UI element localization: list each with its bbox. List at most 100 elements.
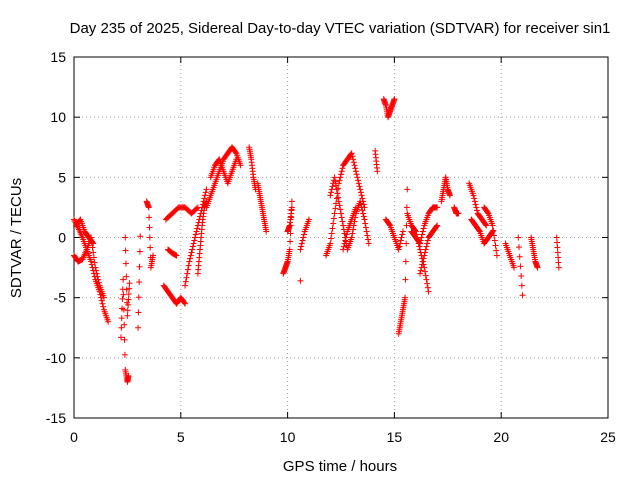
data-point: [516, 253, 523, 260]
data-point: [194, 225, 201, 232]
data-point: [333, 186, 340, 193]
data-point: [386, 221, 393, 228]
data-point: [99, 300, 106, 307]
data-point: [361, 216, 368, 223]
data-point: [335, 198, 342, 205]
data-point: [418, 264, 425, 271]
data-point: [122, 247, 129, 254]
data-point: [482, 221, 489, 228]
data-point: [125, 296, 132, 303]
data-point: [340, 246, 347, 253]
data-point: [395, 246, 402, 253]
data-point: [187, 252, 194, 259]
data-point: [340, 243, 347, 250]
data-point: [357, 201, 364, 208]
data-point: [357, 189, 364, 196]
data-point: [365, 236, 372, 243]
data-point: [471, 195, 478, 202]
y-axis-label: SDTVAR / TECUs: [8, 178, 25, 298]
x-tick-label: 25: [600, 429, 616, 445]
x-tick-label: 0: [70, 429, 78, 445]
x-tick-label: 5: [177, 429, 185, 445]
data-point: [329, 225, 336, 232]
data-point: [146, 214, 153, 221]
data-point: [92, 264, 99, 271]
data-point: [417, 267, 424, 274]
data-point: [419, 228, 426, 235]
x-tick-label: 20: [493, 429, 509, 445]
data-point: [287, 238, 294, 245]
data-point: [305, 216, 312, 223]
data-point: [493, 247, 500, 254]
data-point: [489, 228, 496, 235]
data-point: [328, 189, 335, 196]
data-point: [182, 300, 189, 307]
data-point: [404, 186, 411, 193]
data-point: [354, 174, 361, 181]
data-point: [493, 252, 500, 259]
data-point: [518, 282, 525, 289]
data-point: [202, 192, 209, 199]
data-point: [339, 165, 346, 172]
data-point: [358, 192, 365, 199]
data-point: [473, 204, 480, 211]
data-point: [417, 246, 424, 253]
data-point: [356, 183, 363, 190]
data-point: [359, 195, 366, 202]
data-point: [145, 204, 152, 211]
data-point: [470, 192, 477, 199]
data-point: [476, 227, 483, 234]
data-point: [517, 263, 524, 270]
data-point: [191, 237, 198, 244]
data-point: [534, 264, 541, 271]
data-point: [182, 278, 189, 285]
data-point: [100, 303, 107, 310]
data-point: [402, 258, 409, 265]
data-point: [184, 266, 191, 273]
data-point: [364, 232, 371, 239]
data-point: [335, 194, 342, 201]
data-point: [98, 297, 105, 304]
data-point: [327, 192, 334, 199]
data-point: [511, 264, 518, 271]
data-point: [355, 177, 362, 184]
data-point: [403, 240, 410, 247]
data-point: [419, 261, 426, 268]
data-point: [555, 259, 562, 266]
data-point: [300, 231, 307, 238]
data-point: [121, 336, 128, 343]
data-point: [353, 171, 360, 178]
data-point: [358, 204, 365, 211]
data-point: [93, 267, 100, 274]
data-point: [422, 249, 429, 256]
data-point: [402, 294, 409, 301]
data-point: [182, 282, 189, 289]
data-point: [125, 291, 132, 298]
data-point: [342, 234, 349, 241]
y-tick-label: -10: [46, 350, 66, 366]
data-point: [118, 315, 125, 322]
data-point: [146, 234, 153, 241]
data-point: [120, 306, 127, 313]
data-point: [329, 183, 336, 190]
tick-layer: 0 5 10 15 20 25 -15 -10 -5 0 5 10 15: [46, 49, 616, 445]
data-point: [360, 210, 367, 217]
data-point: [187, 255, 194, 262]
grid-layer: [74, 57, 608, 418]
data-point: [397, 237, 404, 244]
data-point: [337, 206, 344, 213]
data-point: [471, 198, 478, 205]
data-point: [122, 260, 129, 267]
data-point: [489, 222, 496, 229]
data-point: [90, 254, 97, 261]
data-point: [192, 231, 199, 238]
data-point: [173, 252, 180, 259]
data-point: [419, 258, 426, 265]
data-point: [330, 220, 337, 227]
data-point: [425, 288, 432, 295]
x-tick-label: 10: [280, 429, 296, 445]
data-point: [135, 324, 142, 331]
data-point: [71, 216, 77, 223]
data-point: [417, 240, 424, 247]
data-point: [398, 234, 405, 241]
